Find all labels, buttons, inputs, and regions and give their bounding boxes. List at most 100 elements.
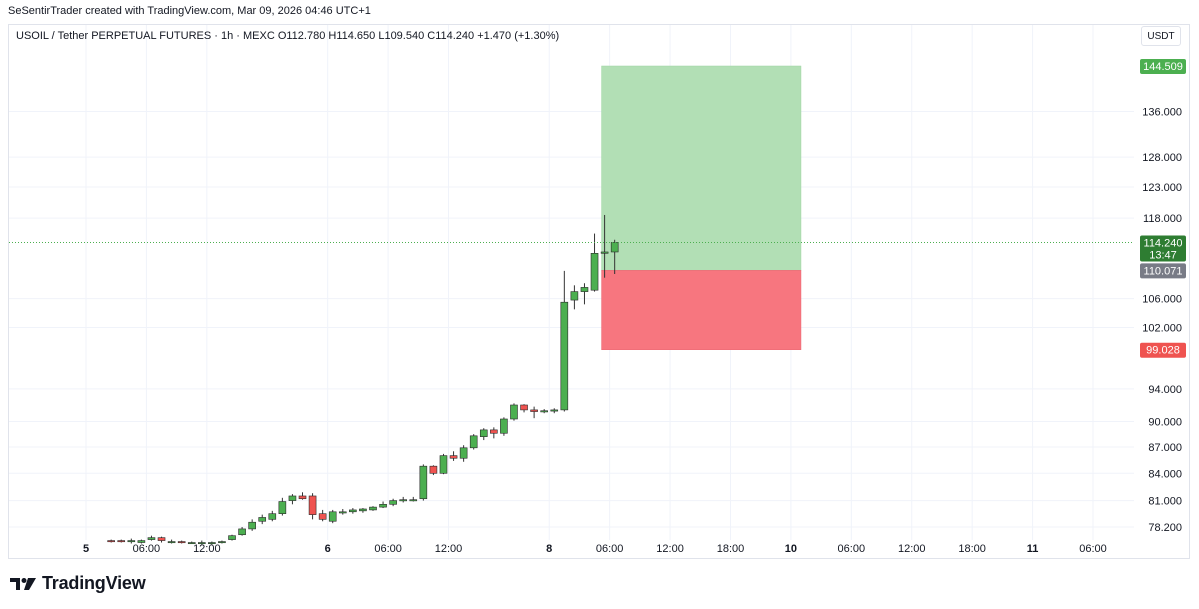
- x-tick-label: 10: [785, 543, 797, 555]
- candle-body-up: [328, 511, 337, 522]
- candle-body-up: [590, 253, 599, 291]
- x-tick-label: 6: [325, 543, 331, 555]
- tradingview-brand-text: TradingView: [42, 573, 146, 593]
- candle: [449, 451, 458, 461]
- candle-body-down: [298, 495, 307, 500]
- x-tick-label: 18:00: [717, 543, 745, 555]
- candle: [610, 239, 619, 274]
- candle: [328, 509, 337, 524]
- candle: [208, 541, 216, 545]
- x-tick-label: 12:00: [898, 543, 926, 555]
- target-price-label: 144.509: [1140, 59, 1186, 74]
- candle-body-up: [459, 447, 468, 459]
- currency-button[interactable]: USDT: [1141, 26, 1181, 46]
- candle: [248, 519, 256, 531]
- candle: [490, 427, 498, 439]
- candle-body-up: [167, 541, 176, 544]
- candle-body-down: [107, 540, 115, 543]
- grid-layer: [9, 25, 1134, 540]
- candle-body-up: [208, 542, 216, 545]
- candle-body-up: [288, 495, 297, 501]
- x-tick-label: 11: [1027, 543, 1039, 555]
- x-tick-label: 12:00: [193, 543, 221, 555]
- candle: [258, 514, 267, 525]
- profit-zone: [601, 65, 802, 271]
- candle-body-up: [550, 409, 559, 412]
- position-zone-layer: [601, 65, 802, 350]
- candle: [590, 233, 599, 292]
- candle: [379, 501, 387, 509]
- candle-body-up: [338, 511, 347, 514]
- candle: [349, 508, 357, 514]
- candle-body-up: [268, 513, 277, 520]
- candle: [187, 541, 196, 545]
- candle-body-down: [530, 409, 538, 412]
- candle: [570, 285, 579, 310]
- candle-body-down: [157, 537, 166, 541]
- candle: [157, 536, 166, 543]
- current-price-label-bg: [1140, 235, 1186, 262]
- candle: [580, 283, 589, 305]
- candle: [107, 539, 115, 543]
- x-tick-label: 06:00: [596, 543, 624, 555]
- candle: [399, 496, 408, 503]
- entry-price-label-text: 110.071: [1144, 265, 1183, 277]
- tradingview-logo-icon: [10, 577, 36, 590]
- candle-body-down: [490, 429, 498, 434]
- tradingview-logo: TradingView: [10, 573, 146, 594]
- candle: [540, 409, 548, 414]
- candle: [218, 540, 226, 544]
- candle-body-up: [228, 535, 236, 540]
- candle: [198, 540, 206, 545]
- candle-body-up: [479, 429, 488, 437]
- candle-body-up: [399, 499, 408, 502]
- candle-body-down: [177, 541, 186, 544]
- target-price-label-bg: [1140, 59, 1186, 74]
- y-tick-label: 123.000: [1142, 182, 1182, 194]
- candle-body-up: [379, 504, 387, 508]
- candle: [359, 508, 367, 513]
- candle-body-up: [600, 251, 609, 254]
- y-tick-label: 94.000: [1148, 384, 1182, 396]
- loss-zone: [601, 270, 802, 350]
- x-tick-label: 06:00: [838, 543, 866, 555]
- candle: [500, 417, 508, 436]
- candles-layer: [107, 214, 619, 545]
- candle-body-down: [318, 513, 327, 520]
- candle-body-down: [520, 404, 528, 411]
- x-tick-label: 8: [546, 543, 552, 555]
- candle: [298, 492, 307, 500]
- y-tick-label: 102.000: [1142, 323, 1182, 335]
- candle-body-up: [359, 508, 367, 512]
- candle: [520, 404, 528, 413]
- candle: [278, 497, 287, 516]
- y-tick-label: 118.000: [1143, 213, 1182, 225]
- x-tick-label: 06:00: [374, 543, 402, 555]
- candle-body-up: [127, 540, 136, 543]
- candle-body-up: [248, 521, 256, 530]
- candle-body-up: [187, 542, 196, 545]
- y-tick-label: 136.000: [1142, 107, 1182, 119]
- current-price-label-text: 114.240: [1144, 237, 1183, 249]
- entry-price-label: 110.071: [1140, 263, 1186, 279]
- symbol-info: USOIL / Tether PERPETUAL FUTURES · 1h · …: [16, 30, 560, 42]
- candle: [137, 539, 146, 544]
- candle: [389, 498, 397, 507]
- candle: [409, 496, 418, 502]
- y-tick-label: 78.200: [1148, 522, 1182, 534]
- stop-price-label-bg: [1140, 342, 1186, 358]
- candle: [530, 406, 538, 419]
- candle-body-up: [369, 506, 377, 511]
- stop-price-label-text: 99.028: [1146, 345, 1180, 357]
- current-price-label-countdown: 13:47: [1149, 249, 1177, 261]
- candle-body-up: [198, 542, 206, 545]
- candle-body-down: [449, 455, 458, 459]
- candle-body-down: [308, 495, 317, 515]
- candle: [228, 534, 236, 541]
- candle: [369, 506, 377, 511]
- y-tick-label: 84.000: [1148, 468, 1182, 480]
- candle: [600, 214, 609, 278]
- y-tick-label: 87.000: [1148, 442, 1182, 454]
